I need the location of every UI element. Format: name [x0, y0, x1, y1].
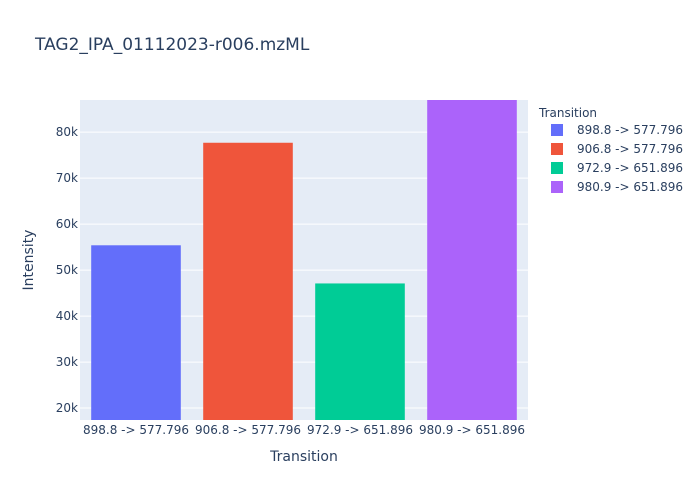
- legend-title: Transition: [538, 106, 597, 120]
- y-tick-label: 70k: [56, 171, 78, 185]
- legend-swatch: [551, 162, 563, 174]
- x-tick-label: 898.8 -> 577.796: [83, 423, 189, 437]
- chart-title: TAG2_IPA_01112023-r006.mzML: [34, 35, 310, 55]
- legend-entry-label: 906.8 -> 577.796: [577, 142, 683, 156]
- y-tick-label: 30k: [56, 355, 78, 369]
- bar: [203, 142, 293, 421]
- legend-swatch: [551, 143, 563, 155]
- legend-entry-label: 972.9 -> 651.896: [577, 161, 683, 175]
- y-tick-label: 60k: [56, 217, 78, 231]
- bar: [427, 100, 517, 420]
- y-axis-ticks: 20k 30k 40k 50k 60k 70k 80k: [56, 125, 78, 415]
- legend-entry-label: 898.8 -> 577.796: [577, 123, 683, 137]
- legend: Transition 898.8 -> 577.796 906.8 -> 577.…: [538, 106, 683, 194]
- x-tick-label: 972.9 -> 651.896: [307, 423, 413, 437]
- bars: [91, 100, 517, 421]
- legend-entry-label: 980.9 -> 651.896: [577, 180, 683, 194]
- y-axis-title: Intensity: [21, 230, 37, 291]
- legend-items: 898.8 -> 577.796 906.8 -> 577.796 972.9 ->…: [551, 123, 683, 194]
- x-axis-title: Transition: [269, 449, 338, 465]
- y-tick-label: 20k: [56, 401, 78, 415]
- bar: [91, 245, 181, 420]
- x-tick-label: 980.9 -> 651.896: [419, 423, 525, 437]
- x-axis-ticks: 898.8 -> 577.796 906.8 -> 577.796 972.9 ->…: [83, 423, 525, 437]
- x-tick-label: 906.8 -> 577.796: [195, 423, 301, 437]
- legend-swatch: [551, 124, 563, 136]
- y-tick-label: 50k: [56, 263, 78, 277]
- legend-swatch: [551, 181, 563, 193]
- y-tick-label: 40k: [56, 309, 78, 323]
- bar: [315, 283, 405, 420]
- y-tick-label: 80k: [56, 125, 78, 139]
